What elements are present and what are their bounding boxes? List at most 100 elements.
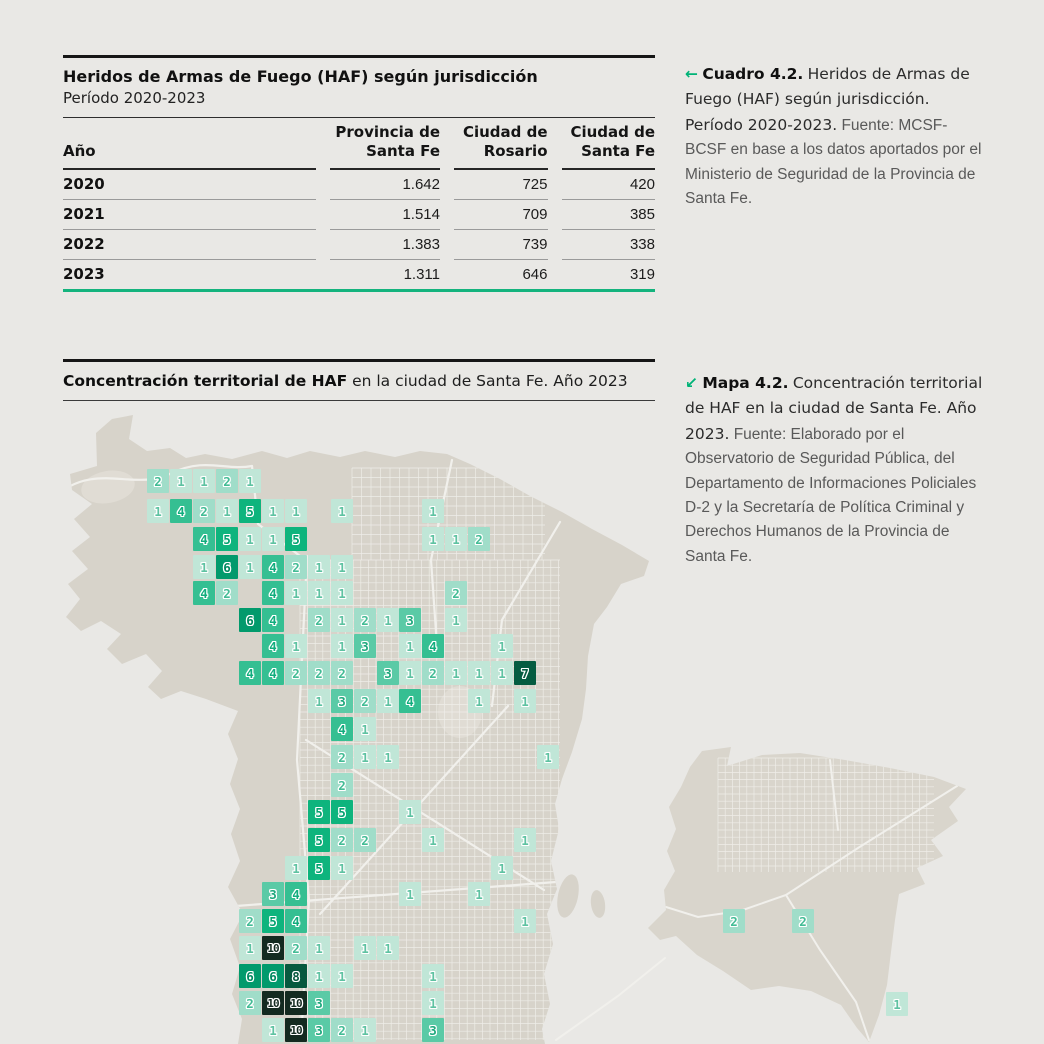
map-cell: 1	[422, 499, 444, 523]
map-cell: 3	[354, 634, 376, 658]
map-cell: 5	[285, 527, 307, 551]
map-cell: 1	[491, 661, 513, 685]
map-cell: 5	[308, 800, 330, 824]
table-header-rule	[63, 117, 655, 118]
map-cell: 1	[514, 909, 536, 933]
map-title-rule	[63, 400, 655, 401]
island-street-grid	[717, 757, 934, 872]
map-cell: 1	[308, 689, 330, 713]
map-cell: 6	[239, 608, 261, 632]
map-section-title: Concentración territorial de HAF en la c…	[63, 362, 655, 400]
island-landmass	[648, 747, 966, 1042]
map-cell: 3	[262, 882, 284, 906]
map-cell: 1	[262, 1018, 284, 1042]
map-cell: 1	[377, 936, 399, 960]
map-cell: 1	[308, 936, 330, 960]
map-cell: 6	[239, 964, 261, 988]
map-cell: 7	[514, 661, 536, 685]
table-row: 2023 1.311 646 319	[63, 260, 655, 289]
map-cell: 10	[285, 1018, 307, 1042]
map-cell: 1	[468, 661, 490, 685]
map-cell: 4	[262, 555, 284, 579]
table-caption-source: Fuente: MCSF-BCSF en base a los datos ap…	[685, 116, 982, 208]
map-cell: 3	[308, 1018, 330, 1042]
map-cell: 2	[239, 909, 261, 933]
map-cell: 1	[239, 527, 261, 551]
map-cell: 10	[262, 991, 284, 1015]
map-cell: 2	[354, 828, 376, 852]
year-cell: 2021	[63, 200, 316, 230]
map-cell: 1	[308, 964, 330, 988]
map-cell: 1	[170, 469, 192, 493]
map-cell: 4	[285, 882, 307, 906]
col-header-rosario: Ciudad de Rosario	[454, 118, 548, 170]
table-subtitle: Período 2020-2023	[63, 89, 206, 107]
map-cell: 1	[491, 634, 513, 658]
map-cell: 2	[239, 991, 261, 1015]
map-cell: 1	[491, 856, 513, 880]
map-cell: 3	[399, 608, 421, 632]
value-cell: 319	[629, 265, 655, 283]
year-cell: 2023	[63, 265, 105, 283]
map-cell: 1	[422, 991, 444, 1015]
map-cell: 4	[262, 661, 284, 685]
map-cell: 1	[262, 527, 284, 551]
map-cell: 1	[445, 608, 467, 632]
value-cell: 709	[454, 200, 548, 230]
map-cell: 3	[422, 1018, 444, 1042]
map-cell: 3	[377, 661, 399, 685]
map-caption: ↙ Mapa 4.2. Concentración territorial de…	[685, 371, 987, 569]
map-cell: 1	[239, 469, 261, 493]
map-cell: 2	[308, 608, 330, 632]
map-cell: 1	[886, 992, 908, 1016]
col-header-anio: Año	[63, 118, 316, 170]
map-cell: 5	[308, 856, 330, 880]
map-cell: 1	[147, 499, 169, 523]
map-cell: 1	[468, 882, 490, 906]
year-cell: 2022	[63, 230, 316, 260]
map-cell: 5	[239, 499, 261, 523]
map-cell: 1	[331, 608, 353, 632]
map-cell: 5	[216, 527, 238, 551]
map-cell: 1	[445, 527, 467, 551]
table-row: 2022 1.383 739 338	[63, 230, 655, 260]
map-cell: 4	[285, 909, 307, 933]
value-cell: 385	[561, 200, 655, 230]
map-cell: 1	[445, 661, 467, 685]
map-cell: 4	[262, 634, 284, 658]
map-cell: 1	[193, 555, 215, 579]
map-cell: 1	[354, 1018, 376, 1042]
map-cell: 1	[285, 581, 307, 605]
map-cell: 4	[170, 499, 192, 523]
map-cell: 1	[331, 499, 353, 523]
map-cell: 2	[216, 581, 238, 605]
map-cell: 1	[514, 828, 536, 852]
map-cell: 1	[193, 469, 215, 493]
map-cell: 1	[331, 555, 353, 579]
map-caption-title: Concentración territorial de HAF en la c…	[685, 374, 983, 443]
map-cell: 1	[422, 828, 444, 852]
map-cell: 6	[216, 555, 238, 579]
down-left-arrow-icon: ↙	[685, 374, 698, 392]
table-top-rule	[63, 55, 655, 58]
map-cell: 5	[308, 828, 330, 852]
map-cell: 4	[193, 527, 215, 551]
map-cell: 1	[354, 936, 376, 960]
map-cell: 5	[262, 909, 284, 933]
map-cell: 1	[514, 689, 536, 713]
map-cell: 2	[331, 828, 353, 852]
map-cell: 2	[445, 581, 467, 605]
map-cell: 2	[285, 661, 307, 685]
value-cell: 1.642	[330, 170, 440, 200]
map-cell: 2	[216, 469, 238, 493]
map-cell: 2	[792, 909, 814, 933]
map-cell: 4	[422, 634, 444, 658]
map-cell: 1	[308, 555, 330, 579]
year-cell: 2020	[63, 170, 316, 200]
left-arrow-icon: ←	[685, 65, 698, 83]
value-cell: 1.383	[330, 230, 440, 260]
left-column: Heridos de Armas de Fuego (HAF) según ju…	[63, 55, 655, 401]
map-cell: 1	[422, 964, 444, 988]
